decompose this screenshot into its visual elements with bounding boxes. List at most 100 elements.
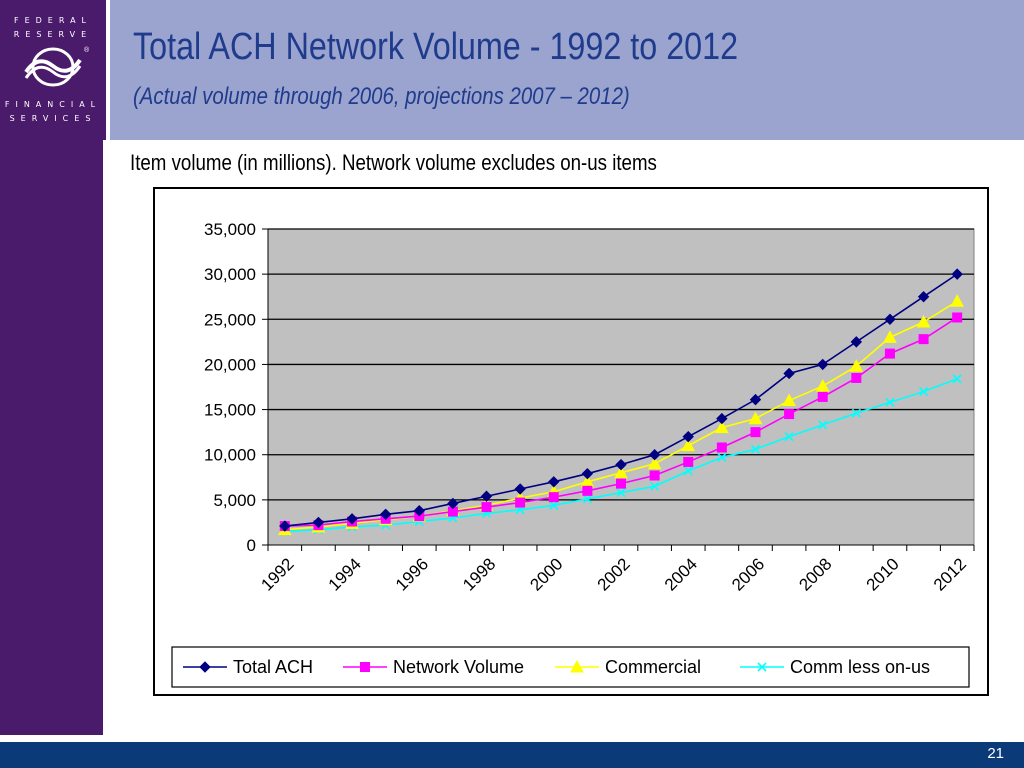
logo-text-reserve: RESERVE [13, 30, 93, 39]
side-bar [0, 140, 103, 735]
line-chart: 0 5,000 10,000 15,000 20,000 25,000 30,000 35,0… [171, 220, 975, 688]
data-point-stroke [616, 488, 626, 498]
y-tick-label: 15,000 [204, 401, 256, 420]
x-tick-label: 2008 [795, 554, 835, 594]
data-point [715, 420, 729, 434]
legend-entry: Comm less on-us [740, 657, 930, 677]
data-point [817, 391, 828, 402]
data-point [818, 420, 828, 430]
data-point [480, 490, 493, 502]
data-point [750, 444, 761, 454]
data-point [360, 662, 370, 672]
data-point [582, 494, 592, 504]
data-point [682, 430, 694, 443]
data-point-stroke [650, 481, 660, 491]
x-tick-label: 1998 [459, 554, 499, 594]
y-tick-label: 10,000 [204, 446, 256, 465]
x-tick-label: 1994 [325, 554, 365, 594]
slide-title: Total ACH Network Volume - 1992 to 2012 [133, 26, 739, 68]
plot-area [267, 228, 975, 546]
legend-label: Commercial [605, 657, 701, 677]
legend-entry: Network Volume [343, 657, 524, 677]
y-tick-label: 25,000 [204, 310, 256, 329]
x-tick-label: 2002 [594, 554, 634, 594]
data-point [716, 442, 727, 453]
logo-text-financial: FINANCIAL [4, 100, 102, 109]
registered-mark: ® [84, 46, 90, 54]
data-point [784, 409, 795, 420]
legend-label: Comm less on-us [790, 657, 930, 677]
data-point [582, 485, 593, 496]
data-point [916, 314, 931, 328]
data-point [515, 497, 526, 508]
data-point [681, 438, 696, 452]
data-point [749, 393, 762, 406]
data-point [548, 476, 560, 488]
y-tick-label: 20,000 [204, 355, 256, 374]
logo-text-federal: FEDERAL [13, 16, 93, 25]
data-point [919, 386, 929, 397]
page-number: 21 [987, 745, 1004, 762]
data-point-stroke [952, 374, 962, 384]
data-point-stroke [885, 397, 895, 407]
chart-caption: Item volume (in millions). Network volum… [130, 150, 657, 175]
data-point [815, 379, 830, 392]
legend-entry: Total ACH [183, 657, 313, 677]
x-tick-label: 2006 [728, 554, 768, 594]
slide-subtitle: (Actual volume through 2006, projections… [133, 83, 630, 110]
data-point-stroke [851, 408, 861, 418]
data-point [683, 456, 694, 467]
data-point [615, 458, 627, 471]
data-point [199, 661, 211, 673]
x-tick-label: 2000 [526, 554, 566, 594]
data-point [413, 504, 425, 517]
data-point [782, 393, 796, 407]
legend-label: Total ACH [233, 657, 313, 677]
legend-label: Network Volume [393, 657, 524, 677]
data-point [885, 397, 895, 407]
data-point-stroke [919, 386, 929, 397]
data-point [616, 488, 626, 498]
data-point [549, 500, 559, 510]
y-tick-label: 30,000 [204, 265, 256, 284]
data-point-stroke [717, 452, 727, 462]
logo-panel: FEDERAL RESERVE ® FINANCIAL SERVICES [0, 0, 106, 140]
data-point [616, 478, 626, 489]
data-point-stroke [784, 432, 794, 442]
data-point [548, 492, 559, 503]
y-tick-label: 35,000 [204, 220, 256, 239]
chart-container: 0 5,000 10,000 15,000 20,000 25,000 30,000 35,0… [153, 187, 989, 696]
data-point [918, 334, 929, 345]
data-point [614, 465, 628, 479]
data-point-stroke [549, 500, 559, 510]
data-point [379, 508, 392, 521]
data-point [481, 502, 492, 513]
data-point-stroke [683, 466, 693, 476]
data-point-stroke [757, 662, 767, 672]
federal-reserve-logo-icon: ® [24, 46, 90, 87]
data-point [346, 513, 358, 525]
footer-bar [0, 742, 1024, 768]
data-point [817, 358, 829, 371]
x-tick-label: 2010 [863, 554, 903, 594]
data-point [581, 467, 594, 480]
data-point [783, 367, 795, 380]
x-tick-label: 1992 [257, 554, 297, 594]
data-point [716, 412, 728, 425]
data-point [683, 466, 693, 476]
data-point [748, 411, 763, 425]
data-point [757, 662, 767, 672]
x-tick-label: 1996 [392, 554, 432, 594]
data-point-stroke [582, 494, 592, 504]
data-point [649, 470, 660, 481]
legend-entry: Commercial [555, 657, 701, 677]
x-tick-label: 2012 [930, 554, 970, 594]
data-point [884, 313, 896, 325]
data-point [950, 294, 965, 307]
data-point [648, 449, 661, 461]
data-point [447, 497, 459, 510]
logo-text-services: SERVICES [9, 114, 97, 123]
x-tick-label: 2004 [661, 554, 701, 594]
data-point [717, 452, 727, 462]
data-point [279, 520, 291, 532]
